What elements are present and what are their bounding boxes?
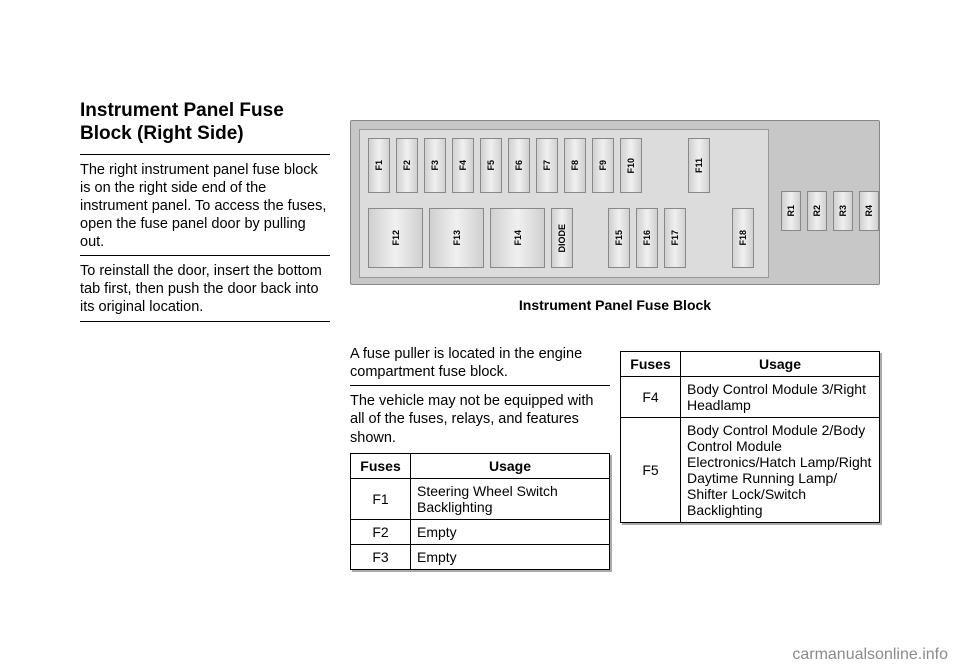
- fuse-code: F1: [351, 478, 411, 519]
- fuse-label: F16: [642, 230, 652, 246]
- fuse-code: F4: [621, 377, 681, 418]
- section-title: Instrument Panel Fuse Block (Right Side): [80, 100, 330, 146]
- fuse-slot: F18: [732, 208, 754, 268]
- table-header: Usage: [681, 352, 880, 377]
- fuse-slot: F8: [564, 138, 586, 193]
- fuse-label: F15: [614, 230, 624, 246]
- fuse-code: F3: [351, 544, 411, 569]
- fuse-slot: F13: [429, 208, 484, 268]
- fuse-label: F7: [542, 160, 552, 171]
- fuse-label: F1: [374, 160, 384, 171]
- relay-label: R2: [812, 205, 822, 217]
- relay-label: R3: [838, 205, 848, 217]
- divider: [80, 154, 330, 155]
- fuse-usage: Steering Wheel Switch Backlighting: [411, 478, 610, 519]
- relay-label: R1: [786, 205, 796, 217]
- relay-label: R4: [864, 205, 874, 217]
- fuse-row-bottom-wide: F12 F13 F14 DIODE: [368, 208, 573, 268]
- divider: [80, 321, 330, 322]
- fuse-usage-table-2: Fuses Usage F4 Body Control Module 3/Rig…: [620, 351, 880, 523]
- table-header-row: Fuses Usage: [621, 352, 880, 377]
- fuse-label: F10: [626, 158, 636, 174]
- fuse-slot: F10: [620, 138, 642, 193]
- fuse-label: F5: [486, 160, 496, 171]
- table-row: F5 Body Control Module 2/Body Control Mo…: [621, 418, 880, 523]
- fuse-slot: F7: [536, 138, 558, 193]
- fuse-label: F8: [570, 160, 580, 171]
- body-paragraph: The vehicle may not be equipped with all…: [350, 392, 610, 446]
- fuse-usage: Empty: [411, 519, 610, 544]
- middle-column: A fuse puller is located in the engine c…: [350, 345, 610, 570]
- table-row: F1 Steering Wheel Switch Backlighting: [351, 478, 610, 519]
- relay-row: R1 R2 R3 R4: [781, 191, 879, 231]
- fuse-usage: Empty: [411, 544, 610, 569]
- fuse-slot: F4: [452, 138, 474, 193]
- divider: [350, 385, 610, 386]
- fuse-slot: F3: [424, 138, 446, 193]
- fuse-diagram-inner: F1 F2 F3 F4 F5 F6 F7 F8 F9 F10 F11 F12 F…: [359, 129, 769, 278]
- table-row: F2 Empty: [351, 519, 610, 544]
- left-column: Instrument Panel Fuse Block (Right Side)…: [80, 100, 330, 328]
- fuse-slot: F2: [396, 138, 418, 193]
- table-row: F4 Body Control Module 3/Right Headlamp: [621, 377, 880, 418]
- table-header-row: Fuses Usage: [351, 453, 610, 478]
- fuse-label: F3: [430, 160, 440, 171]
- fuse-slot: F5: [480, 138, 502, 193]
- body-paragraph: A fuse puller is located in the engine c…: [350, 345, 610, 381]
- fuse-slot: DIODE: [551, 208, 573, 268]
- fuse-label: F13: [452, 230, 462, 246]
- fuse-code: F2: [351, 519, 411, 544]
- table-header: Fuses: [351, 453, 411, 478]
- table-header: Fuses: [621, 352, 681, 377]
- relay-slot: R4: [859, 191, 879, 231]
- diagram-caption: Instrument Panel Fuse Block: [350, 297, 880, 313]
- fuse-label: F14: [513, 230, 523, 246]
- fuse-slot: F9: [592, 138, 614, 193]
- fuse-slot: F17: [664, 208, 686, 268]
- fuse-label: F6: [514, 160, 524, 171]
- fuse-usage: Body Control Module 2/Body Control Modul…: [681, 418, 880, 523]
- fuse-code: F5: [621, 418, 681, 523]
- fuse-usage-table-1: Fuses Usage F1 Steering Wheel Switch Bac…: [350, 453, 610, 570]
- fuse-label: F9: [598, 160, 608, 171]
- fuse-label: F18: [738, 230, 748, 246]
- fuse-row-bottom-right: F15 F16 F17 F18: [608, 208, 754, 268]
- fuse-usage: Body Control Module 3/Right Headlamp: [681, 377, 880, 418]
- fuse-diagram: F1 F2 F3 F4 F5 F6 F7 F8 F9 F10 F11 F12 F…: [350, 120, 880, 285]
- fuse-label: F4: [458, 160, 468, 171]
- fuse-slot: F1: [368, 138, 390, 193]
- fuse-label: F17: [670, 230, 680, 246]
- fuse-row-top: F1 F2 F3 F4 F5 F6 F7 F8 F9 F10 F11: [368, 138, 710, 193]
- relay-slot: R1: [781, 191, 801, 231]
- fuse-label: DIODE: [557, 224, 567, 253]
- fuse-slot: F11: [688, 138, 710, 193]
- divider: [80, 255, 330, 256]
- fuse-label: F2: [402, 160, 412, 171]
- right-column: Fuses Usage F4 Body Control Module 3/Rig…: [620, 345, 880, 523]
- fuse-diagram-wrap: F1 F2 F3 F4 F5 F6 F7 F8 F9 F10 F11 F12 F…: [350, 120, 880, 313]
- table-row: F3 Empty: [351, 544, 610, 569]
- fuse-label: F12: [391, 230, 401, 246]
- relay-slot: R3: [833, 191, 853, 231]
- relay-slot: R2: [807, 191, 827, 231]
- table-header: Usage: [411, 453, 610, 478]
- watermark-text: carmanualsonline.info: [792, 646, 948, 664]
- fuse-slot: F16: [636, 208, 658, 268]
- fuse-slot: F15: [608, 208, 630, 268]
- fuse-slot: F14: [490, 208, 545, 268]
- fuse-slot: F6: [508, 138, 530, 193]
- fuse-slot: F12: [368, 208, 423, 268]
- intro-paragraph-2: To reinstall the door, insert the bottom…: [80, 262, 330, 316]
- fuse-label: F11: [694, 158, 704, 173]
- intro-paragraph-1: The right instrument panel fuse block is…: [80, 161, 330, 252]
